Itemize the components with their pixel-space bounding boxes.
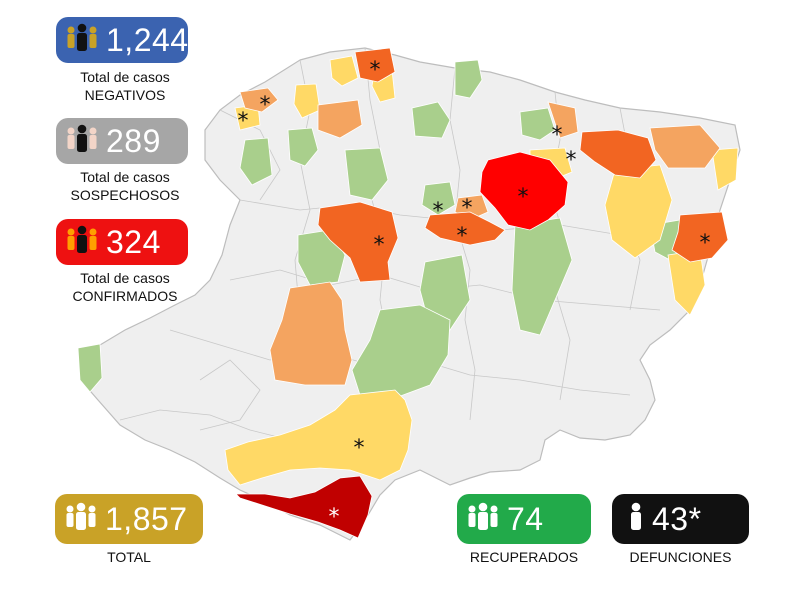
recovered-caption: RECUPERADOS [469, 549, 579, 565]
people-icon [64, 23, 100, 58]
people-icon [64, 225, 100, 260]
negative-count: 1,244 [106, 21, 189, 58]
people-icon [465, 502, 501, 537]
confirmed-caption: Total de casos CONFIRMADOS [50, 269, 200, 305]
red-municipality [479, 151, 569, 231]
asterisk-marker: * [329, 505, 340, 530]
deaths-caption: DEFUNCIONES [629, 549, 732, 565]
suspect-caption-line2: SOSPECHOSOS [70, 187, 180, 203]
total-caption: TOTAL [107, 549, 151, 565]
people-icon [63, 502, 99, 537]
negative-caption-line1: Total de casos [80, 69, 170, 85]
dark-orange-municipalities [317, 47, 729, 283]
asterisk-marker: * [700, 231, 711, 256]
negative-caption: Total de casos NEGATIVOS [50, 68, 200, 104]
asterisk-marker: * [462, 196, 473, 221]
asterisk-marker: * [238, 109, 249, 134]
confirmed-caption-line2: CONFIRMADOS [72, 288, 178, 304]
asterisk-marker: * [457, 224, 468, 249]
asterisk-marker: * [374, 233, 385, 258]
dark-red-municipality [235, 475, 373, 539]
suspect-caption-line1: Total de casos [80, 169, 170, 185]
confirmed-count: 324 [106, 223, 161, 260]
asterisk-marker: * [354, 436, 365, 461]
asterisk-marker: * [566, 148, 577, 173]
person-icon [626, 502, 646, 537]
asterisk-marker: * [433, 199, 444, 224]
negative-caption-line2: NEGATIVOS [84, 87, 166, 103]
deaths-badge: 43* [612, 494, 749, 544]
people-icon [64, 124, 100, 159]
total-count: 1,857 [105, 500, 188, 537]
confirmed-caption-line1: Total de casos [80, 270, 170, 286]
asterisk-marker: * [370, 58, 381, 83]
green-municipalities [77, 59, 689, 399]
negative-badge: 1,244 [56, 17, 188, 63]
suspect-caption: Total de casos SOSPECHOSOS [50, 168, 200, 204]
asterisk-marker: * [260, 93, 271, 118]
confirmed-badge: 324 [56, 219, 188, 265]
recovered-badge: 74 [457, 494, 591, 544]
suspect-badge: 289 [56, 118, 188, 164]
total-badge: 1,857 [55, 494, 203, 544]
orange-municipalities [239, 87, 721, 386]
recovered-count: 74 [507, 500, 544, 537]
suspect-count: 289 [106, 122, 161, 159]
asterisk-marker: * [552, 123, 563, 148]
deaths-count: 43* [652, 500, 702, 537]
asterisk-marker: * [518, 185, 529, 210]
death-markers: ******* ** * *** [238, 58, 711, 530]
